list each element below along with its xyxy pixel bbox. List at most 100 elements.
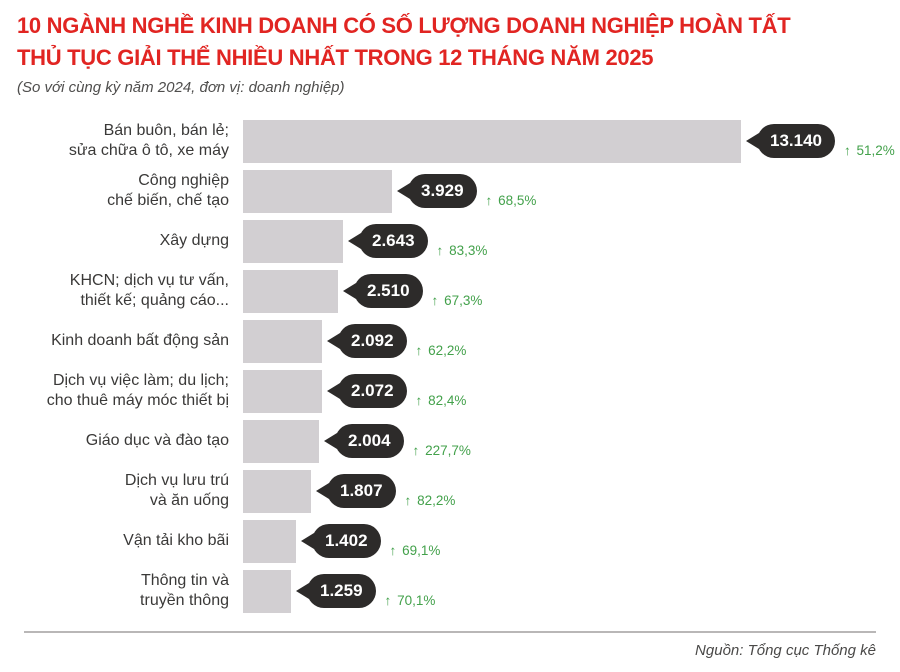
change-badge: ↑ 69,1%: [390, 543, 441, 558]
bar: [243, 569, 291, 613]
bar-track: 1.259 ↑ 70,1%: [243, 566, 900, 616]
bubble-pointer-left-icon: [397, 183, 410, 199]
bar-track: 2.643 ↑ 83,3%: [243, 216, 900, 266]
change-percent: 82,2%: [417, 492, 456, 508]
chart-row: Vận tải kho bãi 1.402 ↑ 69,1%: [0, 516, 900, 566]
change-badge: ↑ 82,4%: [416, 393, 467, 408]
change-badge: ↑ 67,3%: [432, 293, 483, 308]
footer-divider: [24, 631, 876, 633]
bar: [243, 269, 338, 313]
change-badge: ↑ 227,7%: [413, 443, 471, 458]
bar-track: 2.092 ↑ 62,2%: [243, 316, 900, 366]
bubble-pointer-left-icon: [324, 433, 337, 449]
change-badge: ↑ 62,2%: [416, 343, 467, 358]
value-label: 3.929: [421, 181, 464, 200]
category-label: Dịch vụ việc làm; du lịch; cho thuê máy m…: [46, 372, 229, 409]
bar: [243, 469, 311, 513]
category-label: Thông tin và truyền thông: [140, 572, 229, 609]
category-label: Giáo dục và đào tạo: [85, 432, 229, 449]
value-bubble: 1.402: [301, 524, 381, 558]
value-label: 2.004: [348, 431, 391, 450]
category-label: Xây dựng: [159, 232, 229, 249]
page-title: 10 NGÀNH NGHỀ KINH DOANH CÓ SỐ LƯỢNG DOA…: [0, 0, 900, 74]
change-badge: ↑ 83,3%: [437, 243, 488, 258]
category-label: Công nghiệp chế biến, chế tạo: [107, 172, 229, 209]
increase-arrow-icon: ↑: [384, 592, 396, 608]
value-label: 2.072: [351, 381, 394, 400]
bar-track: 2.004 ↑ 227,7%: [243, 416, 900, 466]
bubble-pointer-left-icon: [327, 383, 340, 399]
bar: [243, 219, 343, 263]
value-label: 2.092: [351, 331, 394, 350]
value-label: 1.402: [325, 531, 368, 550]
increase-arrow-icon: ↑: [412, 442, 424, 458]
bar: [243, 169, 392, 213]
chart-row: Giáo dục và đào tạo 2.004 ↑ 227,7%: [0, 416, 900, 466]
change-percent: 67,3%: [444, 292, 483, 308]
bar: [243, 519, 296, 563]
change-badge: ↑ 51,2%: [844, 143, 895, 158]
category-label: Kinh doanh bất động sản: [51, 332, 229, 349]
category-label: KHCN; dịch vụ tư vấn, thiết kế; quảng cáo…: [69, 272, 229, 309]
change-percent: 51,2%: [856, 142, 895, 158]
value-bubble: 2.072: [327, 374, 407, 408]
change-badge: ↑ 70,1%: [385, 593, 436, 608]
bar-track: 3.929 ↑ 68,5%: [243, 166, 900, 216]
increase-arrow-icon: ↑: [485, 192, 497, 208]
bar-track: 13.140 ↑ 51,2%: [243, 116, 900, 166]
increase-arrow-icon: ↑: [436, 242, 448, 258]
change-percent: 68,5%: [498, 192, 537, 208]
title-line-2: THỦ TỤC GIẢI THỂ NHIỀU NHẤT TRONG 12 THÁ…: [17, 45, 654, 70]
bubble-pointer-left-icon: [343, 283, 356, 299]
chart-row: Bán buôn, bán lẻ; sửa chữa ô tô, xe máy 1…: [0, 116, 900, 166]
increase-arrow-icon: ↑: [404, 492, 416, 508]
value-bubble: 2.004: [324, 424, 404, 458]
change-percent: 70,1%: [397, 592, 436, 608]
value-bubble: 2.510: [343, 274, 423, 308]
bubble-pointer-left-icon: [296, 583, 309, 599]
increase-arrow-icon: ↑: [844, 142, 855, 158]
change-percent: 62,2%: [428, 342, 467, 358]
chart-row: KHCN; dịch vụ tư vấn, thiết kế; quảng cáo…: [0, 266, 900, 316]
bar: [243, 419, 319, 463]
bar-track: 1.807 ↑ 82,2%: [243, 466, 900, 516]
bar-chart: Bán buôn, bán lẻ; sửa chữa ô tô, xe máy 1…: [0, 116, 900, 616]
bubble-pointer-left-icon: [316, 483, 329, 499]
chart-row: Dịch vụ việc làm; du lịch; cho thuê máy m…: [0, 366, 900, 416]
value-bubble: 1.807: [316, 474, 396, 508]
chart-row: Kinh doanh bất động sản 2.092 ↑ 62,2%: [0, 316, 900, 366]
bar-track: 2.072 ↑ 82,4%: [243, 366, 900, 416]
category-label: Bán buôn, bán lẻ; sửa chữa ô tô, xe máy: [68, 122, 229, 159]
bar: [243, 369, 322, 413]
chart-row: Dịch vụ lưu trú và ăn uống 1.807 ↑ 82,2%: [0, 466, 900, 516]
category-label: Vận tải kho bãi: [123, 532, 229, 549]
value-bubble: 1.259: [296, 574, 376, 608]
title-line-1: 10 NGÀNH NGHỀ KINH DOANH CÓ SỐ LƯỢNG DOA…: [17, 13, 791, 38]
chart-row: Xây dựng 2.643 ↑ 83,3%: [0, 216, 900, 266]
value-label: 1.259: [320, 581, 363, 600]
bubble-pointer-left-icon: [746, 133, 759, 149]
value-label: 1.807: [340, 481, 383, 500]
change-percent: 69,1%: [402, 542, 441, 558]
value-label: 2.643: [372, 231, 415, 250]
bar: [243, 319, 322, 363]
increase-arrow-icon: ↑: [389, 542, 401, 558]
value-bubble: 13.140: [746, 124, 835, 158]
value-label: 13.140: [770, 131, 822, 150]
bubble-pointer-left-icon: [301, 533, 314, 549]
source-credit: Nguồn: Tổng cục Thống kê: [695, 642, 876, 659]
chart-subtitle: (So với cùng kỳ năm 2024, đơn vị: doanh …: [17, 79, 345, 96]
bar-chart-rows: Bán buôn, bán lẻ; sửa chữa ô tô, xe máy 1…: [0, 116, 900, 616]
bar-track: 2.510 ↑ 67,3%: [243, 266, 900, 316]
increase-arrow-icon: ↑: [415, 392, 427, 408]
value-bubble: 3.929: [397, 174, 477, 208]
chart-row: Thông tin và truyền thông 1.259 ↑ 70,1%: [0, 566, 900, 616]
increase-arrow-icon: ↑: [431, 292, 443, 308]
value-bubble: 2.643: [348, 224, 428, 258]
bubble-pointer-left-icon: [348, 233, 361, 249]
change-badge: ↑ 82,2%: [405, 493, 456, 508]
chart-row: Công nghiệp chế biến, chế tạo 3.929 ↑ 68,…: [0, 166, 900, 216]
increase-arrow-icon: ↑: [415, 342, 427, 358]
value-bubble: 2.092: [327, 324, 407, 358]
